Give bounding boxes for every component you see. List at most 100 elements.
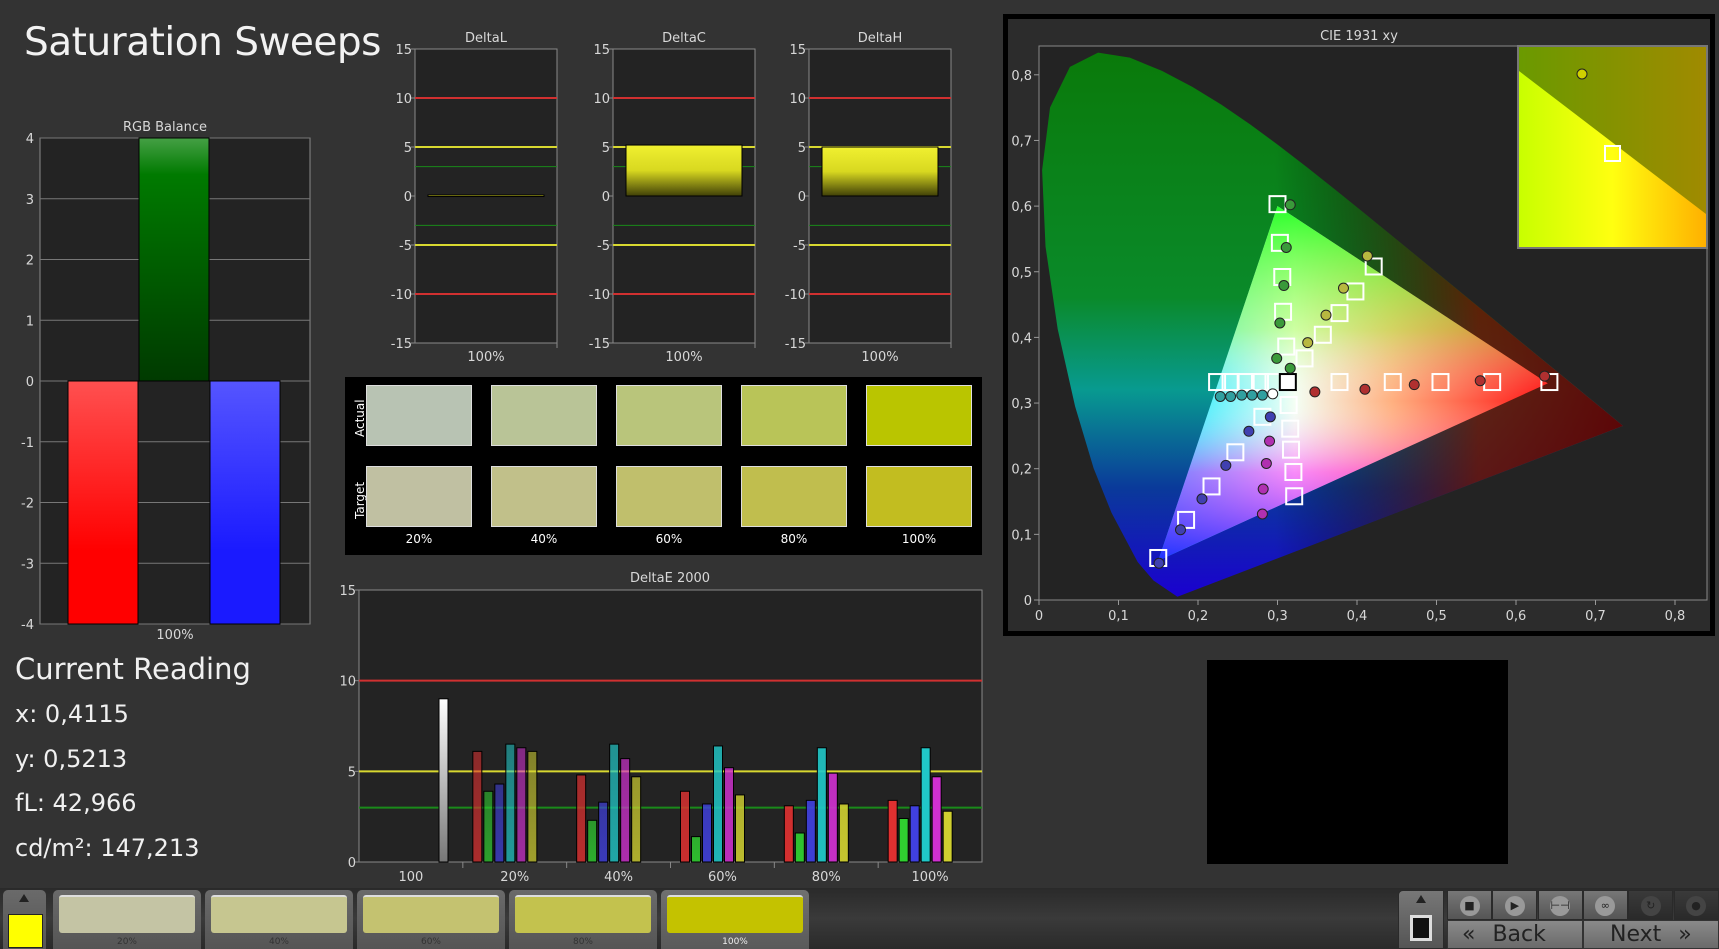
- y-tick-label: -10: [391, 288, 412, 303]
- y-tick-label: -15: [589, 337, 610, 352]
- target-marker-magenta: [1282, 440, 1301, 459]
- patch-button[interactable]: 100%: [661, 890, 809, 949]
- chart-title: DeltaC: [662, 31, 706, 46]
- next-button[interactable]: Next »: [1583, 920, 1719, 949]
- deltae-bar: [631, 776, 642, 863]
- deltae-bar: [516, 747, 527, 863]
- target-marker-yellow: [1330, 304, 1349, 323]
- y-tick-label: 0: [348, 856, 356, 871]
- deltae-bar: [505, 743, 516, 863]
- x-tick-label: 100: [399, 870, 424, 885]
- collapse-button[interactable]: [1398, 890, 1444, 949]
- bar-blue: [209, 380, 281, 625]
- inset-measured-point: [1576, 68, 1588, 80]
- patch-button[interactable]: 40%: [205, 890, 353, 949]
- x-tick-label: 80%: [812, 870, 841, 885]
- x-tick-label: 100%: [911, 870, 948, 885]
- x-tick-label: 0,6: [1506, 609, 1527, 624]
- refresh-button[interactable]: ↻: [1628, 890, 1674, 920]
- actual-swatch: [491, 385, 597, 446]
- measured-point-blue: [1175, 524, 1187, 536]
- y-tick-label: 10: [593, 92, 610, 107]
- target-marker-green: [1277, 337, 1296, 356]
- infinity-button[interactable]: ∞: [1582, 890, 1628, 920]
- measured-point-yellow: [1320, 309, 1332, 321]
- measured-point-cyan: [1214, 390, 1226, 402]
- measured-point-blue: [1264, 411, 1276, 423]
- deltae-bar: [472, 750, 483, 863]
- x-tick-label: 0,7: [1585, 609, 1606, 624]
- actual-swatch: [616, 385, 722, 446]
- measured-point-yellow: [1361, 250, 1373, 262]
- y-tick-label: -5: [399, 239, 412, 254]
- reading-y: y: 0,5213: [15, 744, 128, 773]
- row-label-target: Target: [353, 481, 367, 519]
- target-swatch: [616, 466, 722, 527]
- deltae-bar: [887, 799, 898, 863]
- play-button[interactable]: ▶: [1492, 890, 1538, 920]
- next-label: Next: [1610, 922, 1662, 947]
- y-tick-label: 15: [593, 43, 610, 58]
- x-tick-label: 0,1: [1108, 609, 1129, 624]
- measured-point-blue: [1153, 557, 1165, 569]
- back-button[interactable]: « Back: [1447, 920, 1583, 949]
- record-button[interactable]: ●: [1673, 890, 1719, 920]
- double-chevron-left-icon: «: [1462, 922, 1476, 947]
- deltae-bar: [702, 803, 712, 863]
- double-chevron-right-icon: »: [1678, 922, 1692, 947]
- x-tick-label: 100%: [861, 350, 898, 365]
- stop-button[interactable]: ■: [1447, 890, 1492, 920]
- measured-point-green: [1280, 241, 1292, 253]
- x-tick-label: 100%: [467, 350, 504, 365]
- reading-cdm2: cd/m²: 147,213: [15, 833, 200, 862]
- x-tick-label: 0,3: [1267, 609, 1288, 624]
- measured-point-cyan: [1236, 389, 1248, 401]
- column-label: 40%: [530, 532, 558, 546]
- deltae-bar: [609, 743, 620, 863]
- deltae-bar: [724, 767, 734, 863]
- measured-point-yellow: [1337, 282, 1349, 294]
- patch-button[interactable]: 20%: [53, 890, 201, 949]
- fit-button[interactable]: ⊢⊣: [1537, 890, 1583, 920]
- gamut-triangle-shade: [1158, 206, 1548, 561]
- deltae-bar: [713, 745, 723, 863]
- inset-target-marker: [1604, 145, 1621, 162]
- patch-color: [211, 895, 347, 933]
- delta-bar: [427, 194, 545, 198]
- rgb-balance-chart: RGB Balance 4 3 2 1 0 -1 -2 -3 -4 100%: [21, 120, 311, 642]
- y-tick-label: 5: [798, 141, 806, 156]
- column-label: 80%: [780, 532, 808, 546]
- deltae-bar: [598, 801, 609, 863]
- patch-button[interactable]: 80%: [509, 890, 657, 949]
- target-marker-magenta: [1285, 487, 1304, 506]
- actual-swatch: [366, 385, 472, 446]
- deltae-bar: [805, 799, 816, 863]
- patch-label: 20%: [116, 937, 137, 947]
- row-label-actual: Actual: [353, 399, 367, 437]
- refresh-icon: ↻: [1640, 896, 1661, 916]
- deltae-bar: [691, 836, 701, 863]
- reading-x: x: 0,4115: [15, 700, 129, 728]
- patch-color: [515, 895, 651, 933]
- y-tick-label: -5: [597, 239, 610, 254]
- delta-bar: [821, 146, 939, 197]
- y-tick-label: -10: [589, 288, 610, 303]
- window-icon: [1410, 915, 1432, 941]
- fit-icon: ⊢⊣: [1550, 896, 1571, 916]
- deltae-bar: [735, 794, 745, 863]
- deltae-bar: [483, 790, 494, 863]
- measured-point-blue: [1220, 459, 1232, 471]
- patch-button[interactable]: 60%: [357, 890, 505, 949]
- y-tick-label: -10: [785, 288, 806, 303]
- deltae-bar: [931, 776, 942, 863]
- y-tick-label: 15: [395, 43, 412, 58]
- target-marker-yellow: [1295, 349, 1314, 368]
- y-tick-label: 0: [798, 190, 806, 205]
- deltae-bar: [576, 774, 587, 863]
- y-tick-label: -1: [21, 436, 34, 451]
- target-marker-red: [1431, 373, 1450, 392]
- current-reading-heading: Current Reading: [15, 652, 251, 686]
- current-color-button[interactable]: [3, 890, 46, 949]
- patch-label: 100%: [722, 937, 748, 947]
- delta-l-chart: DeltaL 15 10 5 0 -5 -10 -15 100%: [391, 31, 558, 365]
